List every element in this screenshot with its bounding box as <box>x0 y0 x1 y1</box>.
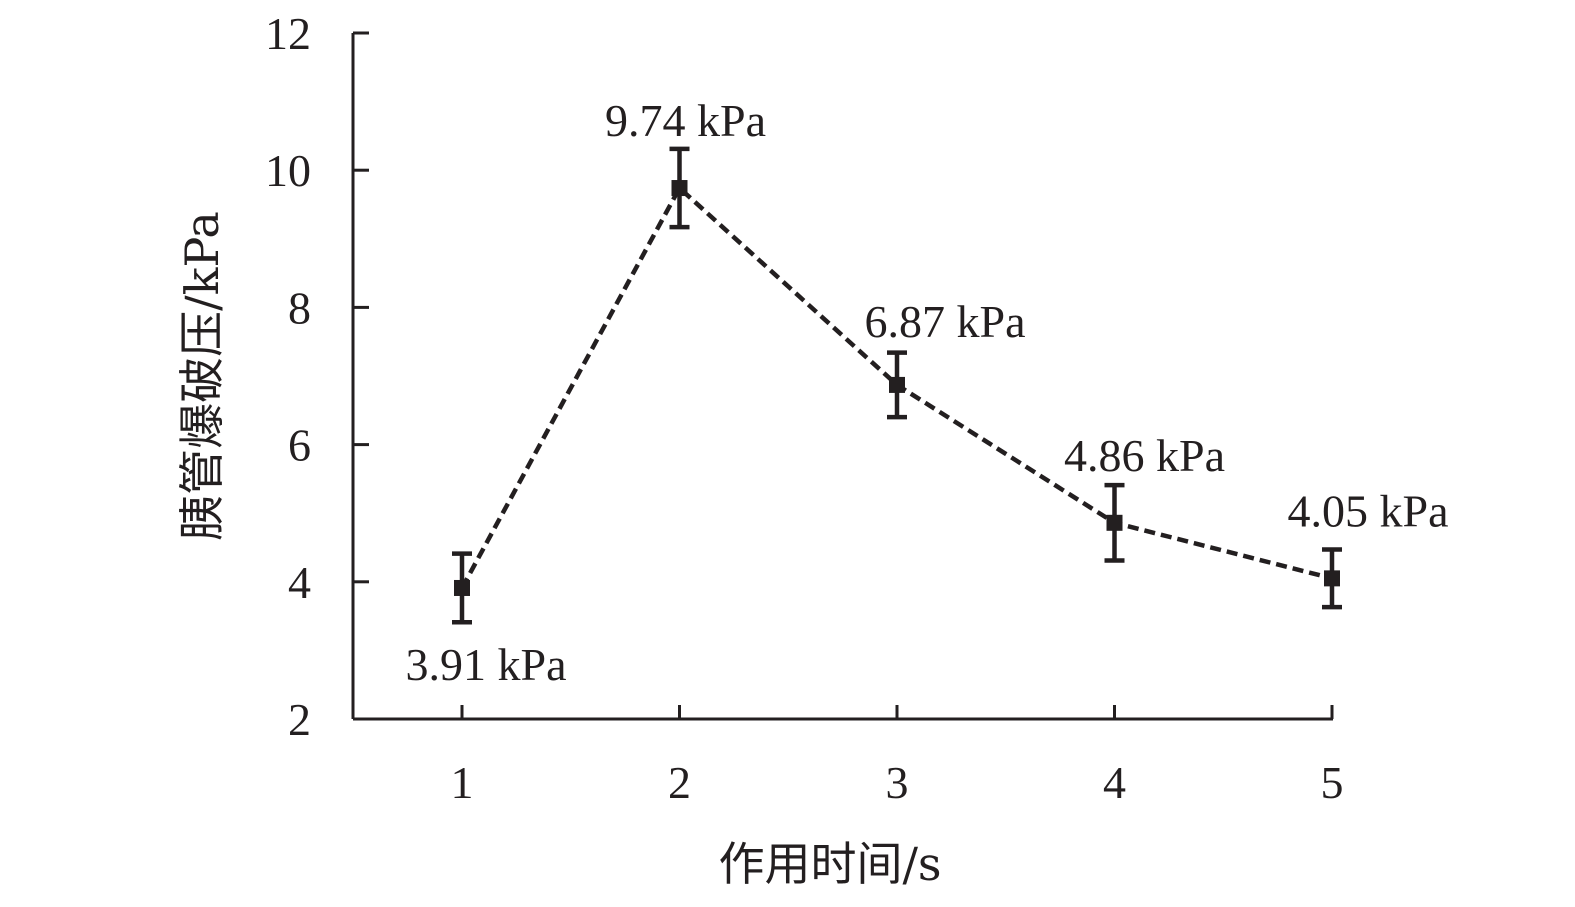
x-tick-label-4: 4 <box>1103 757 1126 808</box>
data-point-4 <box>1106 514 1123 531</box>
y-axis-ticks: 2 4 6 8 10 12 <box>265 8 369 745</box>
x-tick-label-5: 5 <box>1321 757 1344 808</box>
y-tick-label-2: 2 <box>288 694 311 745</box>
x-tick-label-1: 1 <box>451 757 474 808</box>
x-tick-label-2: 2 <box>668 757 691 808</box>
series-layer <box>452 146 1342 625</box>
data-point-3 <box>889 376 905 393</box>
x-axis-title: 作用时间/s <box>718 837 941 891</box>
data-labels: 3.91 kPa 9.74 kPa 6.87 kPa 4.86 kPa 4.05 kPa <box>406 95 1449 690</box>
data-point-5 <box>1324 570 1340 587</box>
data-label-1: 3.91 kPa <box>406 639 567 690</box>
y-tick-label-12: 12 <box>265 8 311 59</box>
y-tick-label-6: 6 <box>288 420 311 471</box>
data-label-4: 4.86 kPa <box>1064 430 1225 481</box>
data-point-2 <box>671 180 688 197</box>
x-axis-ticks: 1 2 3 4 5 <box>451 705 1344 808</box>
data-label-3: 6.87 kPa <box>865 296 1026 347</box>
data-label-2: 9.74 kPa <box>605 95 766 146</box>
y-tick-label-10: 10 <box>265 145 311 196</box>
y-tick-label-8: 8 <box>288 282 311 333</box>
x-tick-label-3: 3 <box>886 757 909 808</box>
y-tick-label-4: 4 <box>288 557 311 608</box>
axes <box>351 33 1333 721</box>
y-axis-title: 胰管爆破压/kPa <box>175 211 229 541</box>
data-point-1 <box>454 579 470 596</box>
data-label-5: 4.05 kPa <box>1288 485 1449 536</box>
